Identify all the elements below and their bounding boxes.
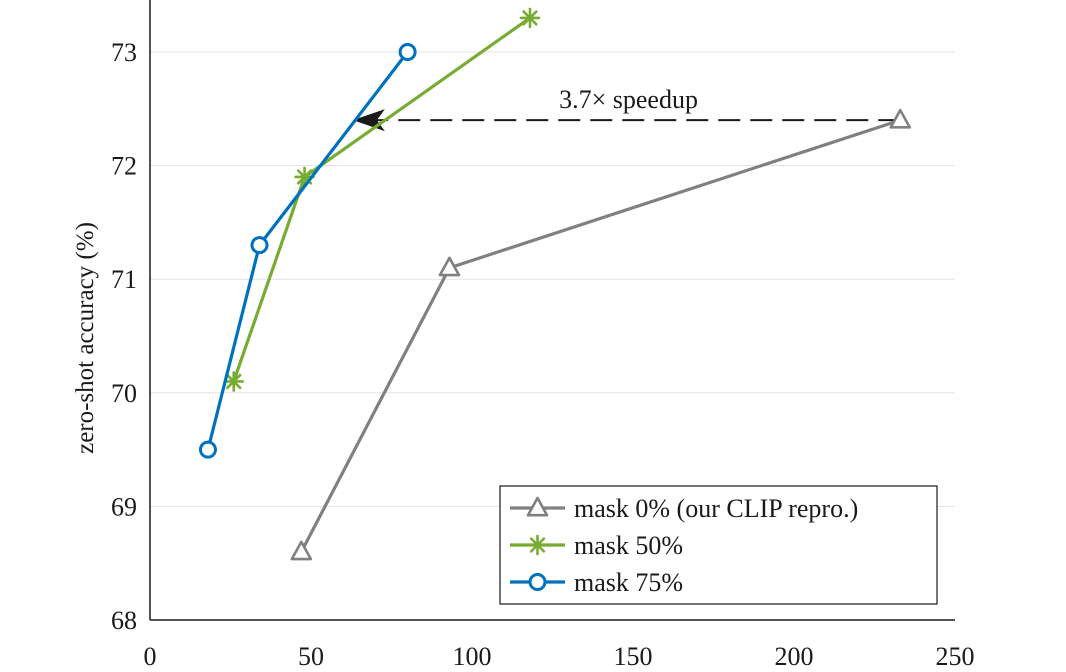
legend-entry: mask 0% (our CLIP repro.) (510, 494, 858, 523)
x-tick-label: 0 (144, 642, 157, 671)
speedup-annotation: 3.7× speedup (352, 85, 901, 132)
legend-entry: mask 50% (510, 531, 683, 560)
series (198, 7, 912, 561)
x-tick-label: 200 (775, 642, 814, 671)
data-point (889, 108, 912, 129)
data-point (250, 236, 269, 255)
legend: mask 0% (our CLIP repro.) mask 50% mask 75… (499, 485, 938, 605)
legend-marker (528, 573, 547, 591)
data-point (223, 371, 245, 392)
y-tick-label: 69 (111, 492, 137, 521)
data-point (398, 43, 417, 61)
series-line (232, 16, 531, 382)
x-tick-label: 100 (453, 642, 492, 671)
data-point (438, 256, 461, 277)
data-point (519, 7, 541, 29)
x-tick-label: 50 (298, 642, 324, 671)
y-tick-label: 72 (111, 152, 137, 181)
y-tick-label: 70 (111, 379, 137, 408)
legend-label: mask 75% (574, 568, 683, 597)
y-tick-label: 71 (111, 265, 137, 294)
legend-box (499, 485, 938, 605)
x-tick-label: 150 (614, 642, 653, 671)
legend-marker (526, 496, 549, 517)
series-1 (223, 7, 541, 392)
legend-entry: mask 75% (510, 568, 683, 597)
y-tick-label: 68 (111, 606, 137, 635)
x-tick-label: 250 (936, 642, 975, 671)
series-2 (198, 43, 417, 459)
y-axis-title: zero-shot accuracy (%) (72, 222, 99, 454)
legend-marker (527, 534, 548, 556)
y-tick-label: 73 (111, 38, 137, 67)
legend-label: mask 50% (574, 531, 683, 560)
data-point (290, 540, 313, 561)
axes (149, 0, 955, 621)
legend-label: mask 0% (our CLIP repro.) (574, 494, 858, 523)
tick-labels: 68 69 70 71 72 73 0 50 100 150 200 250 (111, 38, 975, 671)
series-0 (290, 108, 912, 561)
data-point (198, 440, 217, 459)
annotation-label: 3.7× speedup (559, 85, 698, 114)
